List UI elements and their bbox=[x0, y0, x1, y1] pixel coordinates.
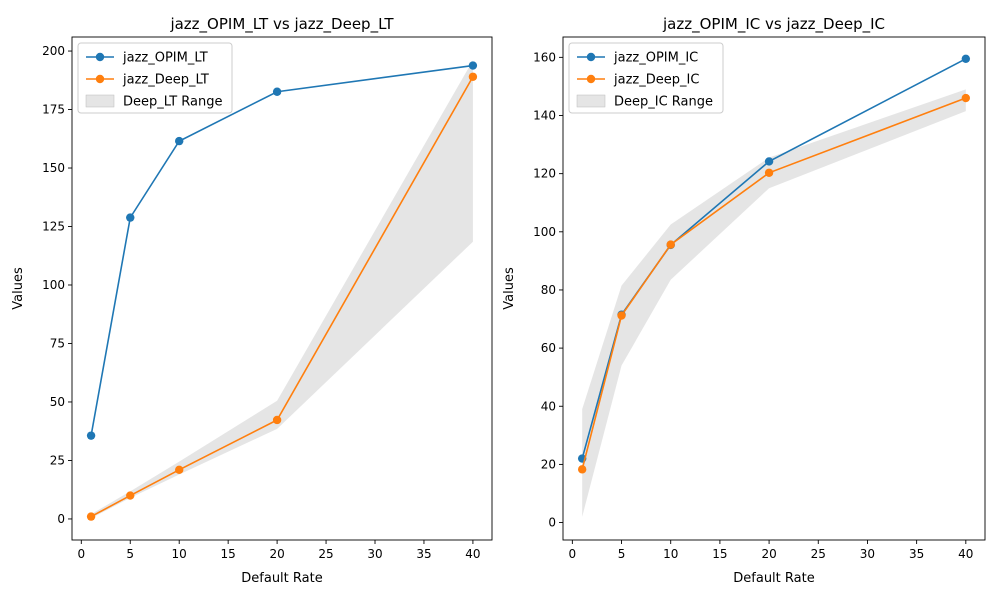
legend-swatch-range bbox=[576, 94, 606, 108]
data-point bbox=[577, 465, 587, 474]
legend-swatch-marker bbox=[586, 52, 596, 62]
y-tick-label: 175 bbox=[42, 103, 65, 117]
x-tick-label: 25 bbox=[811, 547, 826, 561]
legend-swatch-range bbox=[85, 94, 115, 108]
data-point bbox=[175, 136, 184, 146]
x-tick-label: 5 bbox=[126, 547, 134, 561]
range-band bbox=[582, 89, 966, 517]
x-tick-label: 15 bbox=[221, 547, 236, 561]
y-tick-label: 20 bbox=[541, 457, 556, 471]
legend-label: Deep_IC Range bbox=[614, 95, 713, 110]
x-tick-label: 40 bbox=[958, 547, 973, 561]
data-point bbox=[126, 491, 135, 500]
x-tick-label: 40 bbox=[465, 547, 480, 561]
x-tick-label: 25 bbox=[318, 547, 333, 561]
axes-frame bbox=[562, 36, 986, 541]
data-point bbox=[764, 168, 774, 177]
y-tick-label: 80 bbox=[541, 283, 556, 297]
y-tick-label: 0 bbox=[57, 512, 65, 526]
y-axis-label: Values bbox=[502, 267, 517, 310]
legend-label: jazz_OPIM_IC bbox=[613, 51, 698, 66]
x-tick-label: 20 bbox=[761, 547, 776, 561]
data-point bbox=[175, 465, 184, 475]
y-tick-label: 150 bbox=[42, 161, 65, 175]
legend-swatch-marker bbox=[95, 74, 105, 84]
y-tick-label: 40 bbox=[541, 399, 556, 413]
series-line-jazz_Deep_LT bbox=[90, 76, 474, 518]
y-axis-label: Values bbox=[11, 267, 26, 310]
x-axis-label: Default Rate bbox=[733, 571, 814, 586]
x-tick-label: 30 bbox=[367, 547, 382, 561]
y-tick-label: 100 bbox=[42, 278, 65, 292]
data-point bbox=[126, 213, 135, 222]
data-point bbox=[468, 61, 478, 70]
y-tick-label: 120 bbox=[533, 167, 556, 181]
y-tick-label: 125 bbox=[42, 220, 65, 234]
legend-label: jazz_OPIM_LT bbox=[122, 51, 208, 66]
y-tick-label: 0 bbox=[548, 516, 556, 530]
legend: jazz_OPIM_LT jazz_Deep_LT Deep_LT Range bbox=[77, 42, 233, 114]
data-point bbox=[666, 240, 675, 249]
range-band bbox=[91, 60, 473, 519]
y-tick-label: 160 bbox=[533, 50, 556, 64]
chart-title: jazz_OPIM_LT vs jazz_Deep_LT bbox=[169, 15, 394, 34]
legend-label: Deep_LT Range bbox=[123, 95, 223, 110]
data-point bbox=[961, 93, 971, 103]
legend-label: jazz_Deep_IC bbox=[613, 73, 699, 88]
chart-title: jazz_OPIM_IC vs jazz_Deep_IC bbox=[662, 15, 885, 34]
data-point bbox=[86, 431, 96, 440]
y-tick-label: 60 bbox=[541, 341, 556, 355]
x-axis-label: Default Rate bbox=[241, 571, 322, 586]
x-tick-label: 10 bbox=[172, 547, 187, 561]
y-tick-label: 50 bbox=[50, 395, 65, 409]
data-point bbox=[272, 415, 282, 425]
x-tick-label: 35 bbox=[416, 547, 431, 561]
data-point bbox=[961, 54, 971, 64]
data-point bbox=[617, 311, 626, 320]
data-point bbox=[272, 87, 282, 96]
legend-label: jazz_Deep_LT bbox=[122, 73, 209, 88]
x-tick-label: 10 bbox=[663, 547, 678, 561]
legend: jazz_OPIM_IC jazz_Deep_IC Deep_IC Range bbox=[568, 42, 724, 114]
x-tick-label: 15 bbox=[712, 547, 727, 561]
y-tick-label: 140 bbox=[533, 109, 556, 123]
x-tick-label: 30 bbox=[860, 547, 875, 561]
x-tick-label: 5 bbox=[618, 547, 626, 561]
legend-box bbox=[568, 42, 724, 114]
legend-swatch-marker bbox=[95, 52, 105, 62]
y-tick-label: 200 bbox=[42, 44, 65, 58]
x-tick-label: 0 bbox=[77, 547, 85, 561]
y-tick-label: 75 bbox=[50, 336, 65, 350]
subplot-lt: 0 5 10 15 20 25 30 35 40 0 25 50 75 100 125 150 175 200 ja… bbox=[11, 15, 493, 586]
x-tick-label: 0 bbox=[569, 547, 577, 561]
axes-frame bbox=[71, 36, 493, 541]
data-point bbox=[86, 512, 96, 521]
y-tick-label: 25 bbox=[50, 453, 65, 467]
legend-swatch-marker bbox=[586, 74, 596, 84]
legend-box bbox=[77, 42, 233, 114]
y-tick-label: 100 bbox=[533, 225, 556, 239]
subplot-ic: 0 5 10 15 20 25 30 35 40 0 20 40 60 80 100 120 140 160 jaz… bbox=[502, 15, 986, 586]
data-point bbox=[764, 157, 774, 166]
data-point bbox=[468, 72, 478, 81]
x-tick-label: 20 bbox=[269, 547, 284, 561]
x-tick-label: 35 bbox=[909, 547, 924, 561]
